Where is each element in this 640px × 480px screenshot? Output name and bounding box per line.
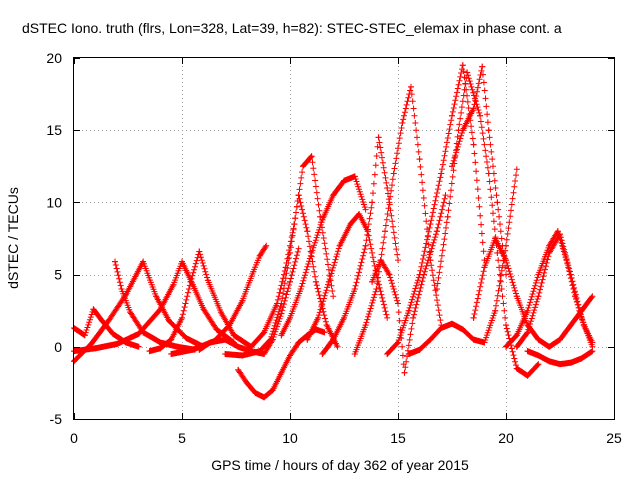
axis-ticks: 0 5 10 15 20 25 -5 0 5 10 15 20 [46,50,622,446]
data-point [362,206,369,213]
series-markers [449,63,509,271]
series-markers [248,153,336,350]
series-10 [278,173,369,339]
series-markers [384,62,487,357]
plot-frame [73,57,615,420]
series-markers [524,348,595,368]
data-point [384,314,391,321]
y-tick-label: 15 [46,122,62,138]
series-22 [524,348,596,368]
data-point [513,166,520,173]
series-markers [351,83,444,357]
series-markers [278,173,368,339]
series-markers [503,228,595,350]
series-14 [369,192,449,376]
series-markers [369,195,448,376]
series-markers [405,172,519,357]
x-tick-label: 5 [178,430,186,446]
data-point [295,245,302,252]
series-6 [196,245,302,358]
series-markers [196,248,301,357]
series-20 [503,228,596,350]
series-21 [513,231,596,350]
series-15 [384,62,488,358]
x-tick-label: 10 [282,430,298,446]
y-tick-label: 20 [46,50,62,66]
series-17 [433,69,542,379]
data-point [503,271,509,278]
series-markers [222,192,340,359]
x-axis-label: GPS time / hours of day 362 of year 2015 [211,457,469,473]
data-point [442,192,449,199]
series-9 [248,153,337,350]
x-tick-label: 25 [606,430,622,446]
data-point [395,257,401,264]
chart-title: dSTEC Iono. truth (flrs, Lon=328, Lat=39… [22,20,562,36]
series-8 [222,192,341,359]
x-tick-label: 15 [390,430,406,446]
series-markers [513,231,595,350]
data-point [330,293,337,300]
y-axis-label: dSTEC / TECUs [5,187,21,289]
y-tick-label: 5 [54,267,62,283]
series-12 [319,134,401,358]
y-tick-label: -5 [50,411,63,427]
y-tick-label: 10 [46,194,62,210]
series-layer [71,62,596,401]
series-18 [449,63,509,278]
series-markers [319,134,401,357]
series-13 [351,83,445,358]
y-tick-label: 0 [54,339,62,355]
x-tick-label: 20 [498,430,514,446]
series-markers [304,211,390,343]
series-markers [235,326,327,401]
series-markers [433,69,541,379]
x-tick-label: 0 [70,430,78,446]
